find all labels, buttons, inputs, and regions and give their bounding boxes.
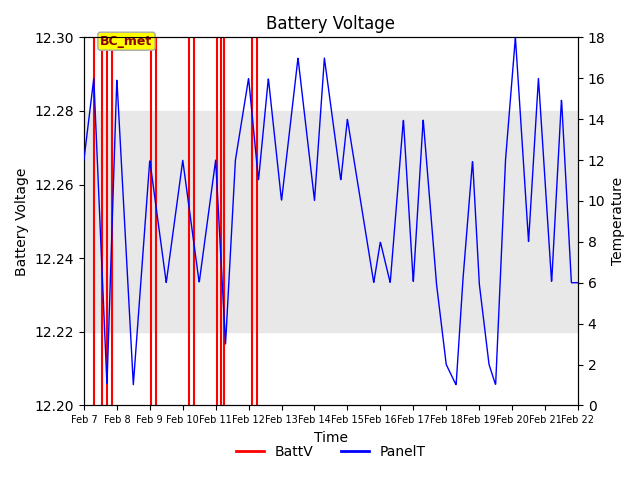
- Title: Battery Voltage: Battery Voltage: [266, 15, 396, 33]
- X-axis label: Time: Time: [314, 431, 348, 444]
- Y-axis label: Temperature: Temperature: [611, 177, 625, 265]
- Text: BC_met: BC_met: [100, 35, 152, 48]
- Bar: [84, 111, 578, 332]
- Y-axis label: Battery Voltage: Battery Voltage: [15, 167, 29, 276]
- Legend: BattV, PanelT: BattV, PanelT: [230, 440, 431, 465]
